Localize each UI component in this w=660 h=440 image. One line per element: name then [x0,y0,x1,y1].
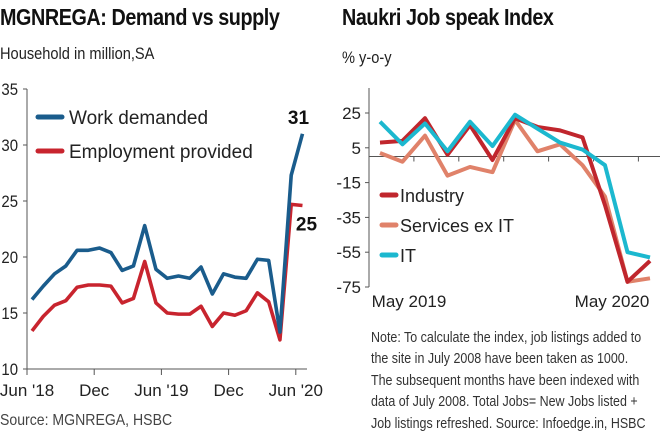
right-y-tick-label: -35 [336,208,361,227]
legend-label: Services ex IT [400,216,514,236]
right-chart-note: Note: To calculate the index, job listin… [371,328,655,435]
line-it [378,112,651,260]
right-y-tick-label: 25 [342,104,361,123]
legend-label: Employment provided [69,142,253,163]
right-y-tick-label: -75 [336,278,361,297]
left-chart-source: Source: MGNREGA, HSBC [0,412,173,429]
left-x-tick-label: Jun '18 [0,381,54,400]
right-chart-title: Naukri Job speak Index [342,4,554,30]
right-y-tick-label: -15 [336,174,361,193]
end-label-employment-provided: 25 [296,214,318,235]
right-chart-subtitle: % y-o-y [342,48,392,67]
legend-label: Industry [400,186,464,206]
left-y-tick-label: 30 [1,137,18,155]
note-line: Job listings refreshed. Source: Infoedge… [371,415,646,432]
left-y-tick-label: 15 [1,305,18,323]
left-y-tick-label: 25 [1,193,18,211]
right-y-tick-label: 5 [352,139,361,158]
legend-label: Work demanded [69,108,208,129]
left-chart-subtitle: Household in million,SA [0,44,155,63]
note-line: the site in July 2008 have been taken as… [371,351,629,368]
left-x-tick-label: Dec [213,381,244,400]
left-y-tick-label: 20 [1,249,18,267]
note-line: data of July 2008. Total Jobs= New Jobs … [371,394,638,411]
note-line: Note: To calculate the index, job listin… [371,330,642,346]
left-x-tick-label: Jun '20 [269,381,323,400]
left-chart-title: MGNREGA: Demand vs supply [0,4,280,30]
legend-label: IT [400,246,416,266]
left-x-tick-label: Dec [79,381,110,400]
right-y-tick-label: -55 [336,243,361,262]
left-y-tick-label: 10 [1,361,18,379]
right-x-tick-label: May 2019 [372,292,447,311]
line-employment-provided [30,202,303,342]
note-line: The subsequent months have been indexed … [371,372,640,389]
left-x-tick-label: Jun '19 [134,381,188,400]
right-x-tick-label: May 2020 [575,292,650,311]
left-y-tick-label: 35 [1,81,18,99]
end-label-work-demanded: 31 [288,108,310,129]
line-industry [379,116,652,284]
line-work-demanded [30,133,305,334]
